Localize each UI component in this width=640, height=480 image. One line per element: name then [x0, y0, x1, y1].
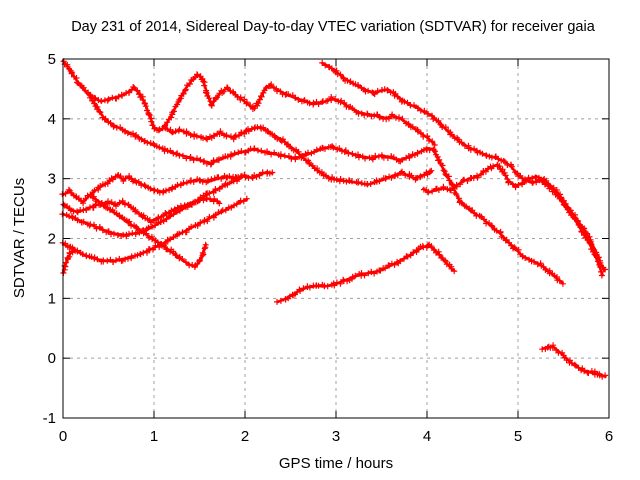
trace-01-steep-left-then-long-diagonal [60, 58, 566, 287]
trace-02-plateau-4.3-then-3.8-band [85, 84, 435, 188]
x-tick-label: 2 [241, 428, 249, 445]
x-tick-label: 3 [332, 428, 340, 445]
y-tick-label: 1 [48, 290, 56, 307]
trace-05-right-riser [420, 161, 608, 273]
trace-04-top-right-long-descender [319, 59, 605, 279]
trace-10-low-band [59, 195, 250, 265]
grid-lines [63, 59, 609, 418]
trace-plus-markers [162, 71, 438, 148]
x-tick-label: 4 [423, 428, 431, 445]
trace-08-cluster-riser [59, 173, 244, 240]
trace-plus-markers [274, 241, 458, 305]
y-axis-label: SDTVAR / TECUs [11, 178, 28, 298]
x-tick-label: 1 [150, 428, 158, 445]
x-axis-label: GPS time / hours [279, 455, 393, 472]
trace-plus-markers [319, 59, 605, 279]
trace-line [541, 345, 607, 379]
data-series [59, 58, 609, 380]
y-tick-label: 0 [48, 350, 56, 367]
trace-plus-markers [85, 84, 435, 188]
y-tick-label: -1 [43, 410, 56, 427]
trace-plus-markers [420, 161, 608, 273]
y-tick-label: 4 [48, 111, 56, 128]
trace-plus-markers [59, 195, 250, 265]
chart-title: Day 231 of 2014, Sidereal Day-to-day VTE… [71, 19, 596, 35]
trace-12-low-arc [274, 241, 458, 305]
trace-line [321, 61, 604, 277]
x-tick-label: 5 [514, 428, 522, 445]
y-tick-label: 2 [48, 231, 56, 248]
y-tick-label: 3 [48, 171, 56, 188]
trace-plus-markers [59, 173, 244, 240]
trace-plus-markers [539, 342, 609, 380]
trace-plus-markers [60, 58, 566, 287]
x-tick-label: 0 [59, 428, 67, 445]
trace-09-cluster-descender-v [89, 193, 209, 270]
axes [62, 58, 610, 419]
trace-13-bottom-right [539, 342, 609, 380]
trace-03-mountain-peaks [162, 71, 438, 148]
x-tick-label: 6 [605, 428, 613, 445]
y-tick-label: 5 [48, 51, 56, 68]
trace-plus-markers [59, 169, 276, 207]
